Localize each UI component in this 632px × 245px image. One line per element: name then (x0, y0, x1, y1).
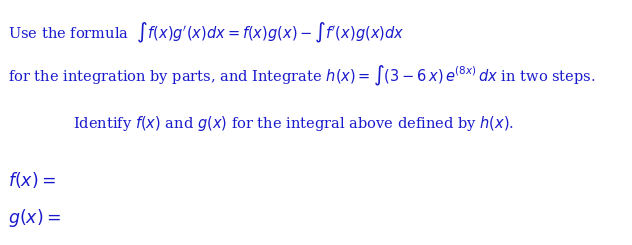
Text: Identify $f(x)$ and $g(x)$ for the integral above defined by $h(x)$.: Identify $f(x)$ and $g(x)$ for the integ… (73, 114, 514, 133)
Text: for the integration by parts, and Integrate $h(x) = \int(3-6\, x)\, e^{(8x)}\, d: for the integration by parts, and Integr… (8, 64, 595, 88)
Text: $g(x) =$: $g(x) =$ (8, 207, 61, 229)
Text: Use the formula  $\int f(x)g^{\prime}(x)dx = f(x)g(x) - \int f^{\prime}(x)g(x)dx: Use the formula $\int f(x)g^{\prime}(x)d… (8, 21, 404, 45)
Text: $f(x) =$: $f(x) =$ (8, 170, 56, 190)
